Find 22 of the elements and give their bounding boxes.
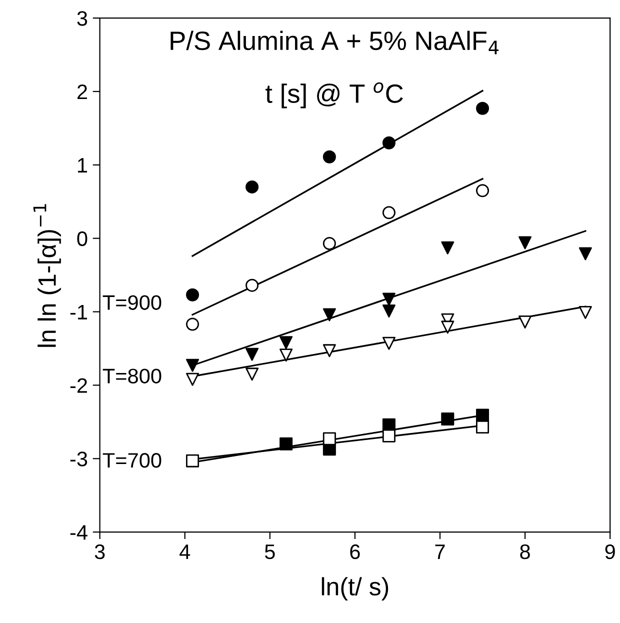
annotation: T=700 — [102, 452, 162, 468]
y-tick-label: 2 — [77, 84, 87, 100]
y-tick-label: 0 — [77, 231, 88, 246]
annotation: T=800 — [102, 368, 162, 384]
annotation: T=900 — [102, 295, 162, 310]
y-tick-label: 1 — [78, 158, 87, 172]
y-tick-label: -1 — [70, 304, 87, 320]
x-tick-label: 8 — [520, 544, 530, 560]
x-tick-label: 5 — [264, 544, 275, 560]
x-tick-label: 9 — [605, 544, 615, 560]
y-tick-label: -3 — [70, 452, 88, 466]
chart-title: P/S Alumina A + 5% NaAlF$_{4}$ — [170, 30, 499, 54]
y-tick-label: -4 — [70, 525, 88, 540]
x-tick-label: 3 — [94, 544, 105, 560]
x-tick-label: 7 — [435, 544, 445, 559]
x-axis-title: ln(t/ s) — [322, 577, 388, 600]
x-tick-label: 6 — [350, 544, 360, 560]
y-axis-title: ln ln (1-[α])$^{−1}$ — [33, 204, 61, 347]
y-tick-label: -2 — [70, 378, 87, 393]
x-tick-label: 4 — [180, 544, 190, 559]
text: t [s] @ T $^{o}$C — [266, 82, 403, 108]
y-tick-label: 3 — [77, 11, 88, 26]
